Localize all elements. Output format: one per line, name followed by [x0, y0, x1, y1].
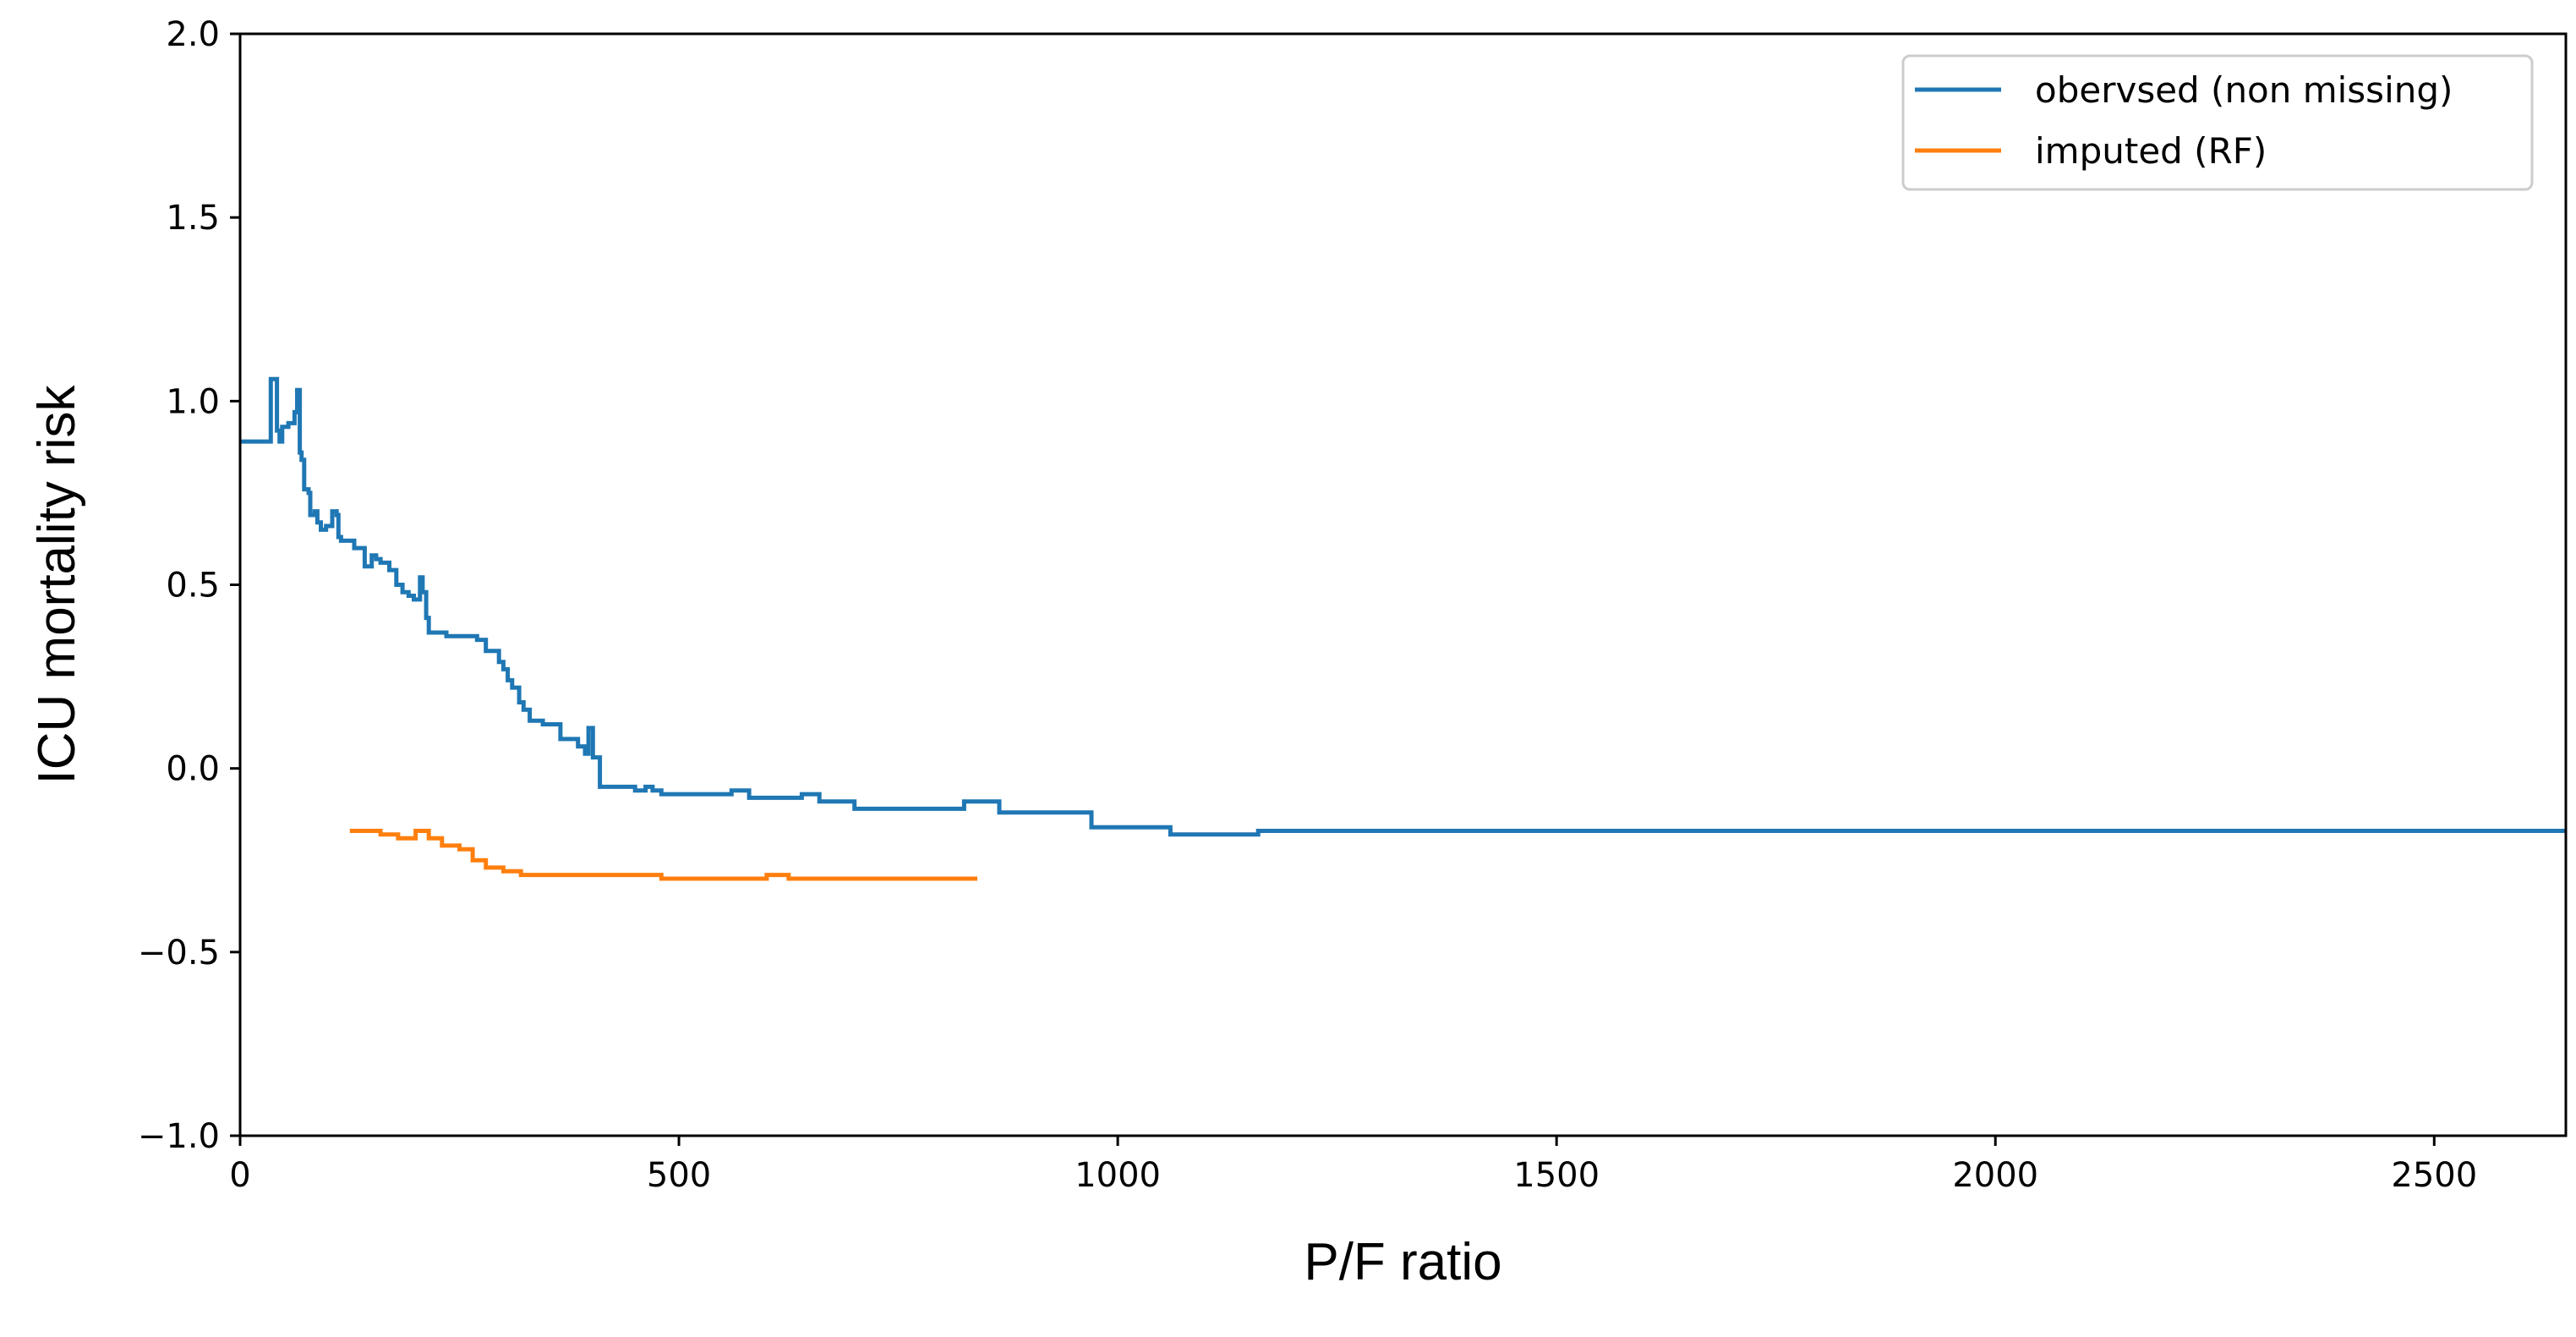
series-layer [240, 376, 2566, 881]
y-tick-label: −1.0 [138, 1117, 220, 1156]
legend-label-2: imputed (RF) [2035, 130, 2267, 172]
y-tick-label: −0.5 [138, 934, 220, 973]
series-line-1 [240, 376, 2566, 837]
x-tick-label: 2000 [1952, 1156, 2038, 1195]
plot-frame [238, 32, 2568, 1137]
y-tick-label: 1.0 [166, 382, 220, 421]
y-axis-title: ICU mortality risk [28, 385, 86, 785]
y-tick-label: 0.5 [166, 567, 220, 605]
series-line-2 [349, 829, 977, 881]
y-tick-label: 1.5 [166, 199, 220, 238]
x-tick-label: 0 [229, 1156, 250, 1195]
legend-label-1: obervsed (non missing) [2035, 69, 2453, 111]
x-tick-label: 1000 [1075, 1156, 1161, 1195]
y-tick-label: 0.0 [166, 750, 220, 789]
legend-box [1901, 54, 2534, 191]
y-tick-label: 2.0 [166, 15, 220, 54]
legend: obervsed (non missing) imputed (RF) [1901, 54, 2534, 191]
x-tick-label: 1500 [1513, 1156, 1600, 1195]
x-tick-label: 2500 [2391, 1156, 2477, 1195]
axes-layer: 0 500 1000 1500 2000 2500 −1.0 −0.5 0.0 0.5 1.0 1.5… [138, 15, 2568, 1195]
x-tick-label: 500 [647, 1156, 711, 1195]
x-axis-title: P/F ratio [1304, 1233, 1501, 1291]
